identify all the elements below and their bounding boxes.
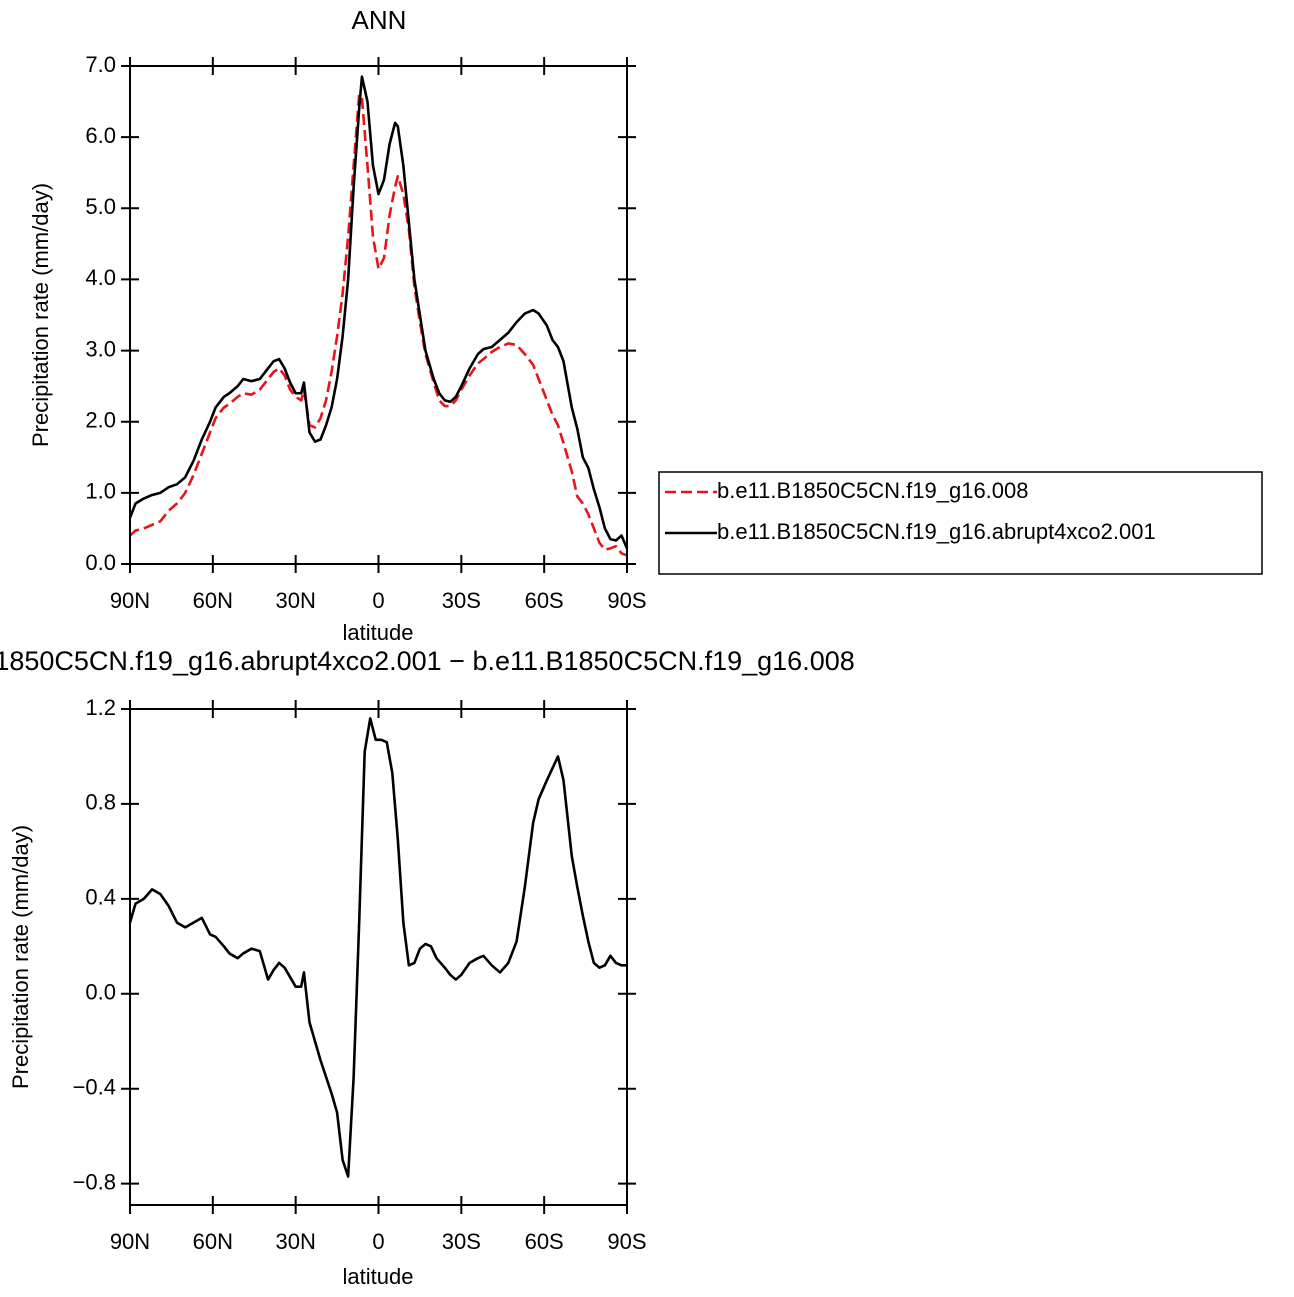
plot-frame: [129, 65, 628, 565]
x-tick-label: 90N: [110, 588, 150, 613]
y-tick-label: 0.4: [85, 885, 116, 910]
y-tick-label: −0.8: [73, 1169, 116, 1194]
legend-label: b.e11.B1850C5CN.f19_g16.008: [717, 478, 1029, 503]
y-tick-label: 2.0: [85, 408, 116, 433]
legend-box: [658, 471, 1263, 575]
x-tick-label: 0: [372, 1229, 384, 1254]
y-tick-label: 1.2: [85, 695, 116, 720]
y-axis-label: Precipitation rate (mm/day): [28, 183, 53, 447]
x-tick-label: 90S: [607, 1229, 646, 1254]
y-tick-label: 0.0: [85, 550, 116, 575]
data-line: [128, 717, 627, 1178]
data-line: [129, 93, 628, 557]
y-tick-label: 7.0: [85, 52, 116, 77]
data-line: [128, 75, 629, 549]
y-tick-label: 1.0: [85, 479, 116, 504]
y-tick-label: 0.8: [85, 790, 116, 815]
x-tick-label: 90S: [607, 588, 646, 613]
legend-label: b.e11.B1850C5CN.f19_g16.abrupt4xco2.001: [717, 519, 1156, 544]
y-tick-label: −0.4: [73, 1075, 116, 1100]
x-tick-label: 60S: [525, 588, 564, 613]
x-tick-label: 60S: [525, 1229, 564, 1254]
chart-title: ANN: [352, 5, 407, 35]
x-tick-label: 30S: [442, 588, 481, 613]
x-axis-label: latitude: [343, 1264, 414, 1289]
chart-title: b.e11.B1850C5CN.f19_g16.abrupt4xco2.001 …: [0, 646, 855, 676]
x-tick-label: 60N: [193, 1229, 233, 1254]
x-tick-label: 30N: [275, 1229, 315, 1254]
y-tick-label: 5.0: [85, 194, 116, 219]
y-axis-label: Precipitation rate (mm/day): [8, 825, 33, 1089]
y-tick-label: 3.0: [85, 336, 116, 361]
plot-frame: [129, 708, 628, 1206]
y-tick-label: 6.0: [85, 123, 116, 148]
x-tick-label: 60N: [193, 588, 233, 613]
x-tick-label: 30N: [275, 588, 315, 613]
x-tick-label: 0: [372, 588, 384, 613]
y-tick-label: 0.0: [85, 980, 116, 1005]
x-tick-label: 90N: [110, 1229, 150, 1254]
x-tick-label: 30S: [442, 1229, 481, 1254]
x-axis-label: latitude: [343, 620, 414, 645]
y-tick-label: 4.0: [85, 265, 116, 290]
